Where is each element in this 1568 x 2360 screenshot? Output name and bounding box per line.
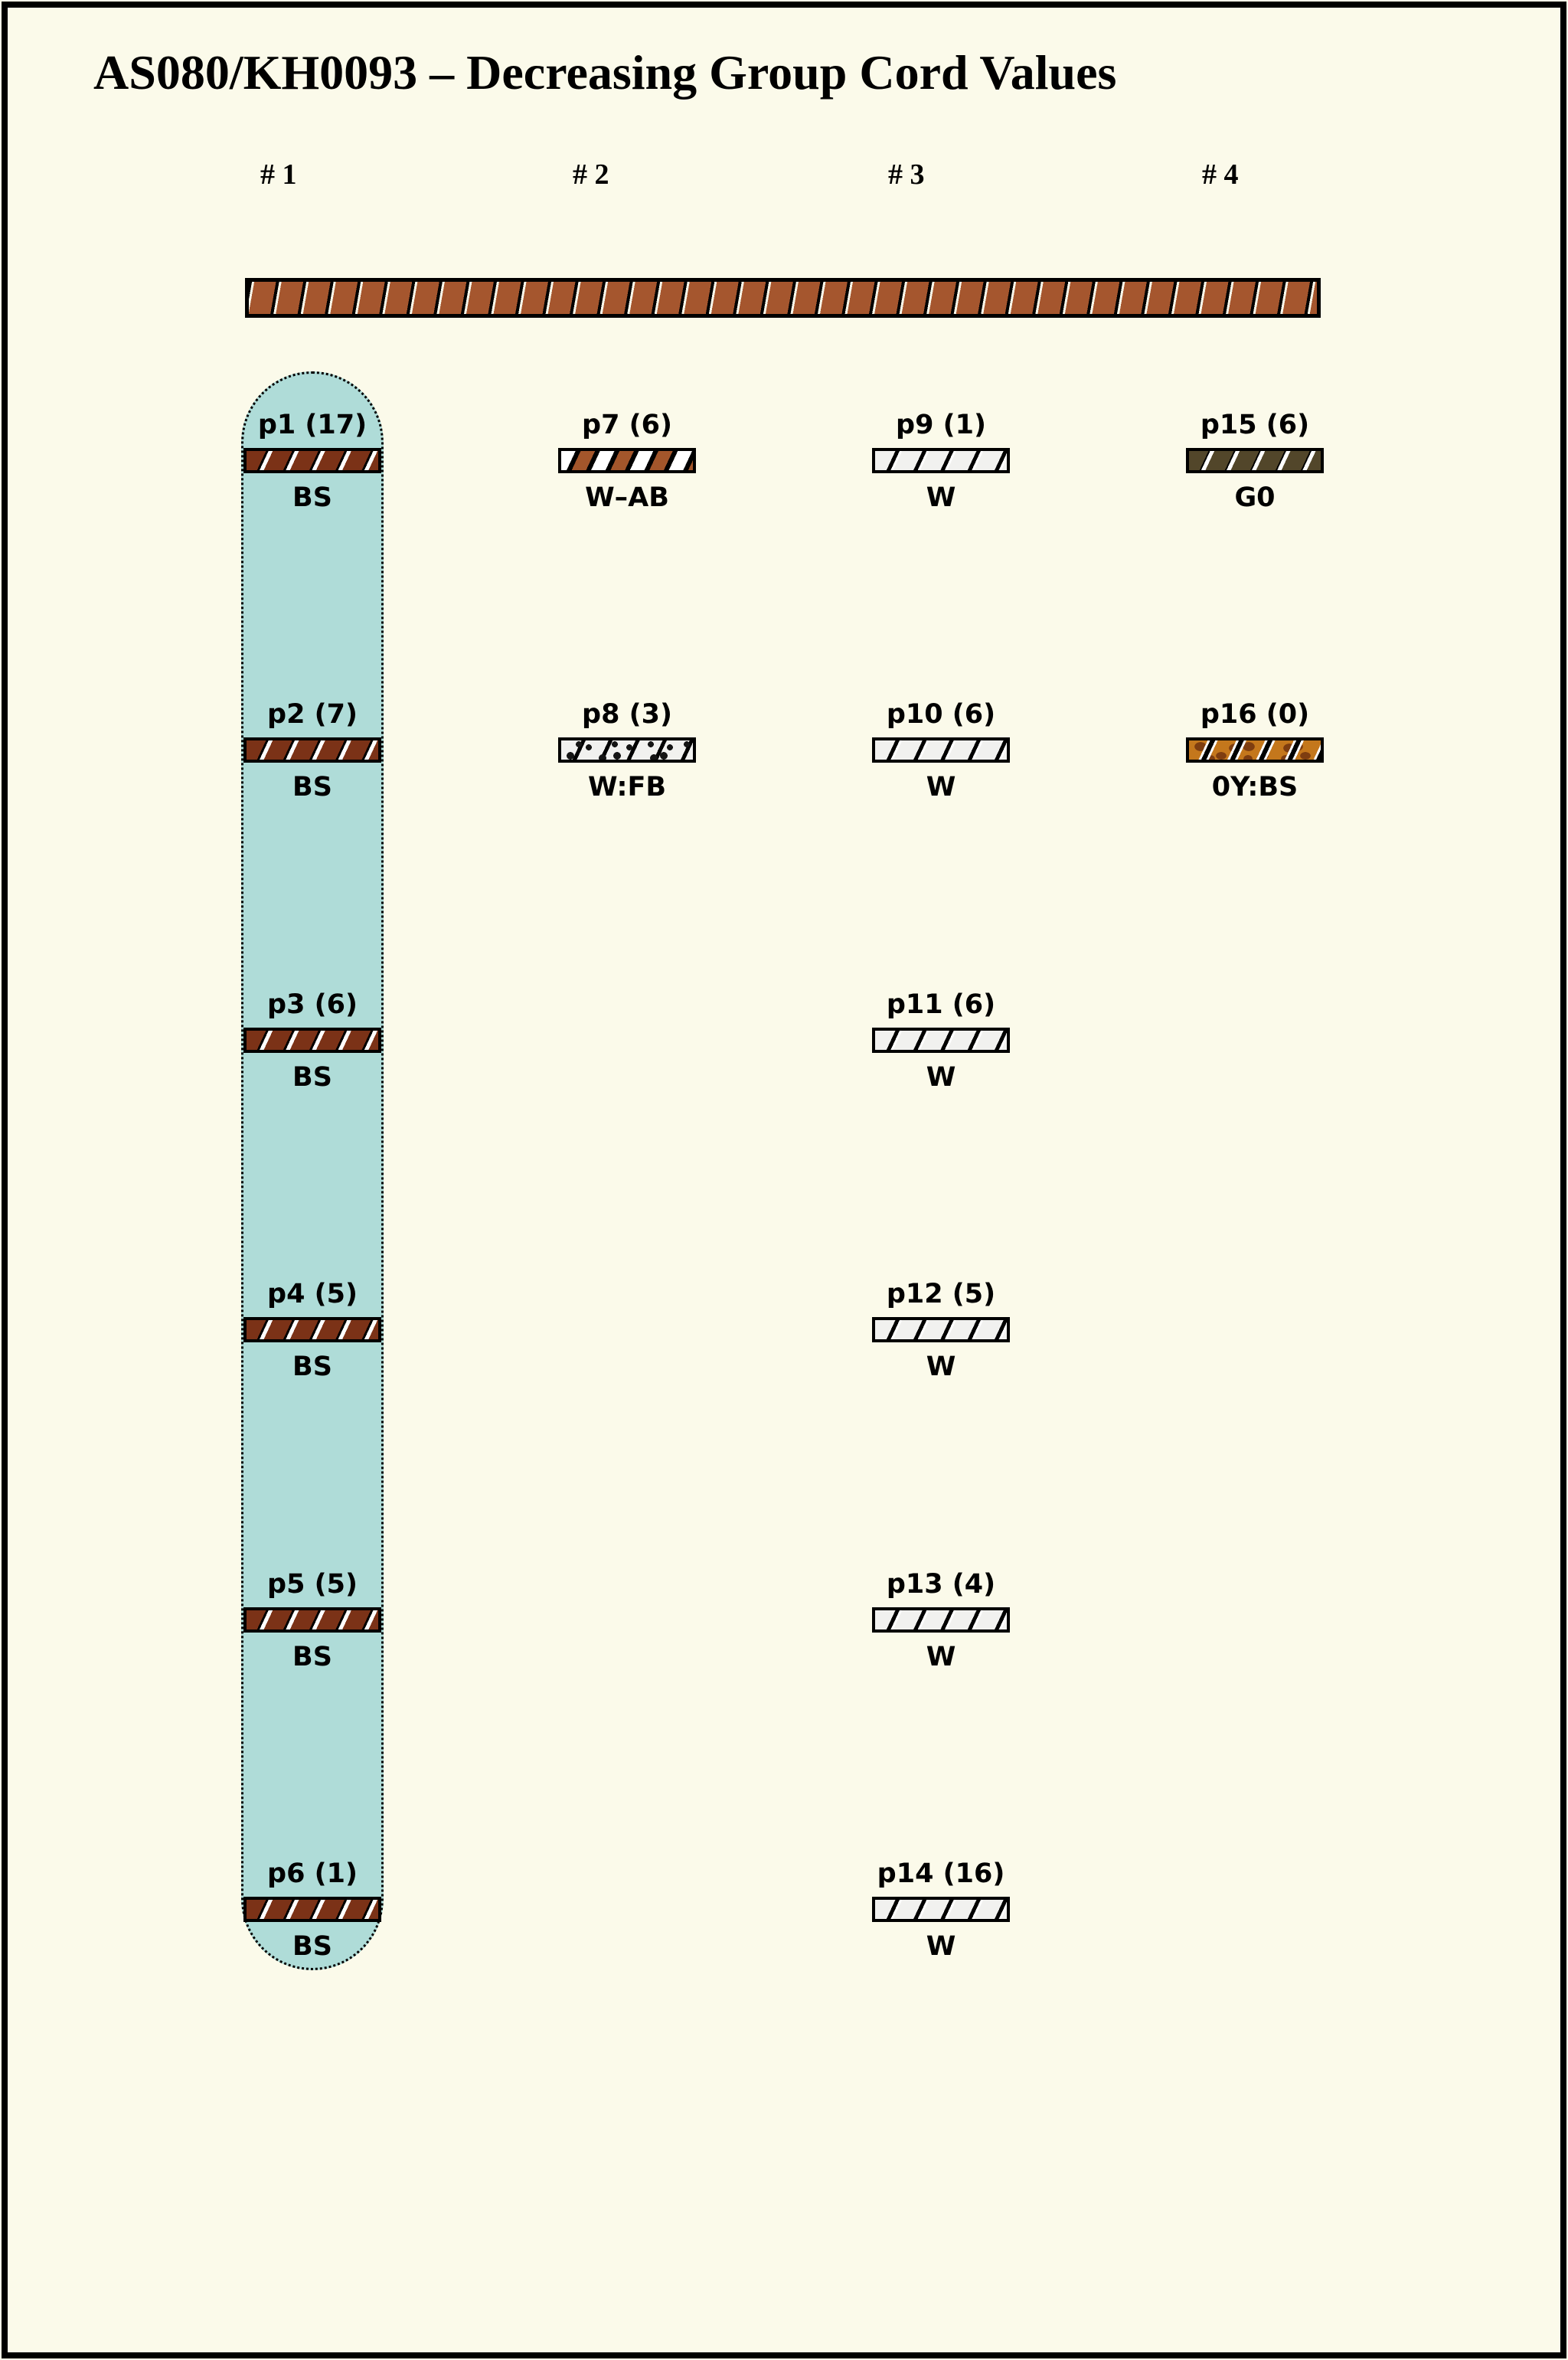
p13-value: W: [926, 1642, 956, 1672]
p10-value: W: [926, 772, 956, 802]
group-p6: p6 (1) BS: [243, 1857, 381, 1962]
group-p5: p5 (5) BS: [243, 1567, 381, 1672]
p2-bar: [243, 737, 381, 763]
p6-bar: [243, 1897, 381, 1922]
p8-label: p8 (3): [582, 699, 672, 730]
p15-bar: [1186, 448, 1324, 473]
column-header-1: # 1: [260, 159, 297, 191]
p12-value: W: [926, 1352, 956, 1382]
p11-bar: [872, 1028, 1010, 1053]
p4-value: BS: [292, 1352, 332, 1382]
p1-bar: [243, 448, 381, 473]
group-p11: p11 (6) W: [872, 988, 1010, 1093]
group-p16: p16 (0) 0Y:BS: [1186, 698, 1324, 802]
group-p8: p8 (3) W:FB: [558, 698, 696, 802]
p5-bar: [243, 1607, 381, 1633]
top-cord-bar: [245, 278, 1321, 318]
p6-value: BS: [292, 1931, 332, 1962]
p9-value: W: [926, 482, 956, 513]
page-title: AS080/KH0093 – Decreasing Group Cord Val…: [93, 45, 1117, 100]
group-p1: p1 (17) BS: [243, 408, 381, 513]
group-p10: p10 (6) W: [872, 698, 1010, 802]
group-p9: p9 (1) W: [872, 408, 1010, 513]
p7-bar: [558, 448, 696, 473]
p10-bar: [872, 737, 1010, 763]
group-p4: p4 (5) BS: [243, 1277, 381, 1382]
p4-label: p4 (5): [267, 1279, 358, 1309]
p16-value: 0Y:BS: [1211, 772, 1298, 802]
p14-bar: [872, 1897, 1010, 1922]
group-p3: p3 (6) BS: [243, 988, 381, 1093]
p1-value: BS: [292, 482, 332, 513]
p7-label: p7 (6): [582, 410, 672, 440]
group-p2: p2 (7) BS: [243, 698, 381, 802]
column-header-2: # 2: [573, 159, 609, 191]
column-header-3: # 3: [888, 159, 925, 191]
group-p13: p13 (4) W: [872, 1567, 1010, 1672]
p14-value: W: [926, 1931, 956, 1962]
group-p14: p14 (16) W: [872, 1857, 1010, 1962]
p15-value: G0: [1234, 482, 1276, 513]
p12-label: p12 (5): [886, 1279, 996, 1309]
p15-label: p15 (6): [1200, 410, 1310, 440]
p13-bar: [872, 1607, 1010, 1633]
p12-bar: [872, 1317, 1010, 1342]
p9-label: p9 (1): [896, 410, 986, 440]
p3-bar: [243, 1028, 381, 1053]
group-p12: p12 (5) W: [872, 1277, 1010, 1382]
group1-capsule: [241, 371, 384, 1970]
column-header-4: # 4: [1202, 159, 1239, 191]
group-p15: p15 (6) G0: [1186, 408, 1324, 513]
p13-label: p13 (4): [886, 1569, 996, 1600]
p5-label: p5 (5): [267, 1569, 358, 1600]
p2-value: BS: [292, 772, 332, 802]
group-p7: p7 (6) W–AB: [558, 408, 696, 513]
p14-label: p14 (16): [877, 1858, 1005, 1889]
p10-label: p10 (6): [886, 699, 996, 730]
p11-value: W: [926, 1062, 956, 1093]
p4-bar: [243, 1317, 381, 1342]
p1-label: p1 (17): [257, 410, 368, 440]
p5-value: BS: [292, 1642, 332, 1672]
p7-value: W–AB: [585, 482, 669, 513]
p2-label: p2 (7): [267, 699, 358, 730]
p6-label: p6 (1): [267, 1858, 358, 1889]
p3-value: BS: [292, 1062, 332, 1093]
p8-bar: [558, 737, 696, 763]
p3-label: p3 (6): [267, 989, 358, 1020]
p16-bar: [1186, 737, 1324, 763]
p16-label: p16 (0): [1200, 699, 1310, 730]
p9-bar: [872, 448, 1010, 473]
p11-label: p11 (6): [886, 989, 996, 1020]
p8-value: W:FB: [587, 772, 667, 802]
